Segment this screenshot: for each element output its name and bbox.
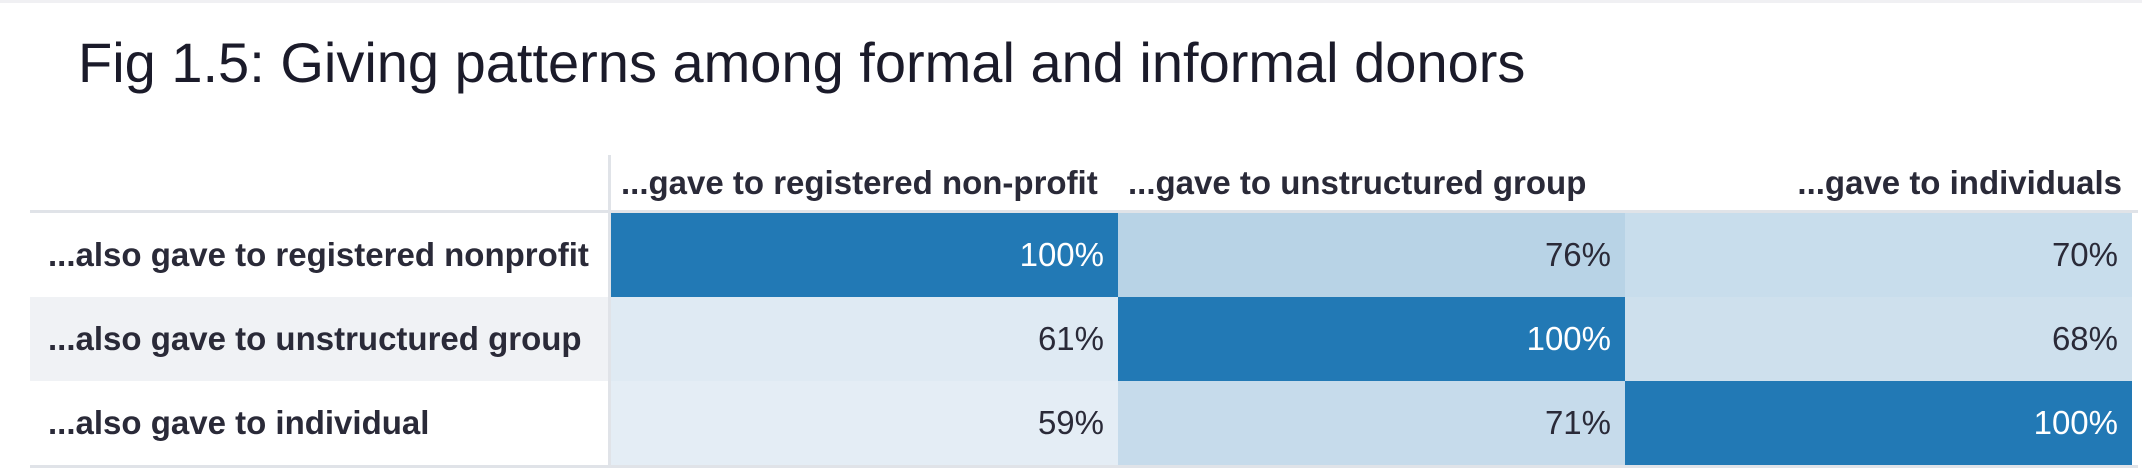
- top-divider: [0, 0, 2142, 3]
- heatmap-cell: 76%: [1118, 213, 1625, 297]
- heatmap-cell: 59%: [611, 381, 1118, 465]
- table-row: ...also gave to registered nonprofit 100…: [30, 213, 2138, 297]
- heatmap-cell: 70%: [1625, 213, 2132, 297]
- row-header-unstructured: ...also gave to unstructured group: [30, 297, 611, 381]
- heatmap-cell: 61%: [611, 297, 1118, 381]
- table-row: ...also gave to unstructured group 61% 1…: [30, 297, 2138, 381]
- heatmap-cell: 100%: [1625, 381, 2132, 465]
- chart-title: Fig 1.5: Giving patterns among formal an…: [78, 31, 1526, 94]
- column-header-nonprofit: ...gave to registered non-profit: [621, 163, 1098, 201]
- table-row: ...also gave to individual 59% 71% 100%: [30, 381, 2138, 465]
- column-header-unstructured: ...gave to unstructured group: [1128, 163, 1587, 201]
- heatmap-table: ...gave to registered non-profit ...gave…: [30, 155, 2138, 468]
- column-header-individuals: ...gave to individuals: [1797, 163, 2122, 201]
- heatmap-cell: 100%: [1118, 297, 1625, 381]
- heatmap-cell: 71%: [1118, 381, 1625, 465]
- row-header-individual: ...also gave to individual: [30, 381, 611, 465]
- row-header-nonprofit: ...also gave to registered nonprofit: [30, 213, 611, 297]
- corner-cell: [30, 155, 611, 210]
- heatmap-cell: 68%: [1625, 297, 2132, 381]
- bottom-divider: [30, 465, 2138, 468]
- heatmap-cell: 100%: [611, 213, 1118, 297]
- column-header-row: ...gave to registered non-profit ...gave…: [30, 155, 2138, 213]
